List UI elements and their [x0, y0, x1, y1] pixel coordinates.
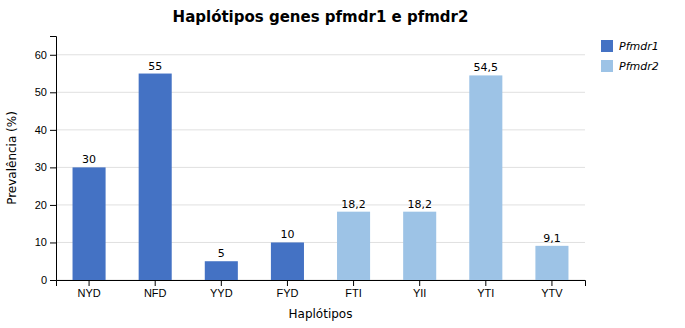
x-tick: YTV: [541, 280, 563, 299]
y-axis-title: Prevalência (%): [5, 111, 19, 205]
tick-mark: [50, 92, 56, 93]
x-tick: NFD: [144, 280, 167, 299]
tick-mark: [50, 242, 56, 243]
series-bars: [73, 74, 304, 280]
data-labels: 305551018,218,254,59,1: [82, 60, 561, 261]
tick-mark: [50, 130, 56, 131]
y-tick: 60: [35, 49, 56, 61]
bar: [403, 212, 436, 280]
grid-line: [56, 204, 585, 205]
grid-line: [56, 167, 585, 168]
legend-item: Pfmdr2: [601, 60, 659, 73]
x-tick: FTI: [345, 280, 362, 299]
x-tick: YYD: [210, 280, 233, 299]
tick-label: 10: [35, 236, 47, 248]
bar: [73, 280, 106, 281]
legend-item: Pfmdr1: [601, 40, 659, 53]
tick-mark: [221, 280, 222, 286]
plot-area: 0 10 20 30 40 50 60 NYD NFD YYD FYD FTI YII YTI YTV 30 5…: [35, 37, 586, 299]
x-tick: YII: [413, 280, 426, 299]
bar: [271, 242, 304, 280]
bar: [205, 261, 238, 280]
tick-label: NYD: [77, 287, 100, 299]
grid-line: [56, 129, 585, 130]
y-tick: 50: [35, 86, 56, 98]
data-label: 18,2: [341, 198, 366, 211]
x-tick: FYD: [276, 280, 298, 299]
tick-mark: [551, 280, 552, 286]
bars: [73, 74, 569, 280]
legend-label: Pfmdr2: [619, 60, 659, 73]
tick-mark: [50, 280, 56, 281]
y-axis: 0 10 20 30 40 50 60: [35, 37, 57, 287]
tick-label: FTI: [345, 287, 362, 299]
grid-line: [56, 54, 585, 55]
tick-label: YTI: [477, 287, 494, 299]
data-label: 9,1: [543, 232, 561, 245]
y-tick: 30: [35, 161, 56, 173]
tick-mark: [50, 55, 56, 56]
tick-mark: [353, 280, 354, 286]
data-label: 54,5: [474, 61, 499, 74]
bar: [139, 74, 172, 280]
legend: Pfmdr1 Pfmdr2: [601, 40, 659, 73]
grid-line: [56, 92, 585, 93]
tick-label: NFD: [144, 287, 167, 299]
tick-mark: [287, 280, 288, 286]
series-bars: [337, 75, 568, 280]
bar: [205, 280, 238, 281]
legend-swatch: [601, 40, 613, 52]
tick-mark: [419, 280, 420, 286]
bar: [535, 246, 568, 280]
x-axis: NYD NFD YYD FYD FTI YII YTI YTV: [57, 280, 586, 299]
tick-mark: [50, 205, 56, 206]
tick-mark: [485, 280, 486, 286]
y-tick: 10: [35, 236, 56, 248]
tick-label: 0: [41, 274, 47, 286]
title: Haplótipos genes pfmdr1 e pfmdr2: [173, 8, 469, 26]
axis-line: [50, 37, 57, 281]
tick-label: 50: [35, 86, 47, 98]
tick-mark: [89, 280, 90, 286]
grid-line: [56, 242, 585, 243]
tick-label: 40: [35, 124, 47, 136]
bar: [337, 212, 370, 280]
data-label: 30: [82, 153, 96, 166]
tick-label: FYD: [276, 287, 298, 299]
tick-label: 60: [35, 49, 47, 61]
bar: [469, 75, 502, 280]
y-tick: 40: [35, 124, 56, 136]
tick-mark: [155, 280, 156, 286]
tick-label: YYD: [210, 287, 233, 299]
chart: 0 10 20 30 40 50 60 NYD NFD YYD FYD FTI YII YTI YTV 30 5…: [0, 0, 685, 328]
data-label: 18,2: [407, 198, 432, 211]
tick-mark: [50, 167, 56, 168]
data-label: 10: [280, 228, 294, 241]
x-tick: NYD: [77, 280, 100, 299]
tick-label: 20: [35, 199, 47, 211]
tick-label: YTV: [541, 287, 563, 299]
y-tick: 0: [41, 274, 56, 286]
y-tick: 20: [35, 199, 56, 211]
tick-label: 30: [35, 161, 47, 173]
data-label: 55: [148, 60, 162, 73]
tick-label: YII: [413, 287, 426, 299]
x-axis-title: Haplótipos: [289, 307, 353, 321]
bar: [271, 280, 304, 281]
bar: [139, 280, 172, 281]
legend-label: Pfmdr1: [619, 40, 659, 53]
grid: [56, 55, 585, 280]
bar: [73, 167, 106, 280]
x-tick: YTI: [477, 280, 494, 299]
legend-swatch: [601, 60, 613, 72]
axis-line: [57, 281, 586, 287]
data-label: 5: [218, 247, 225, 260]
